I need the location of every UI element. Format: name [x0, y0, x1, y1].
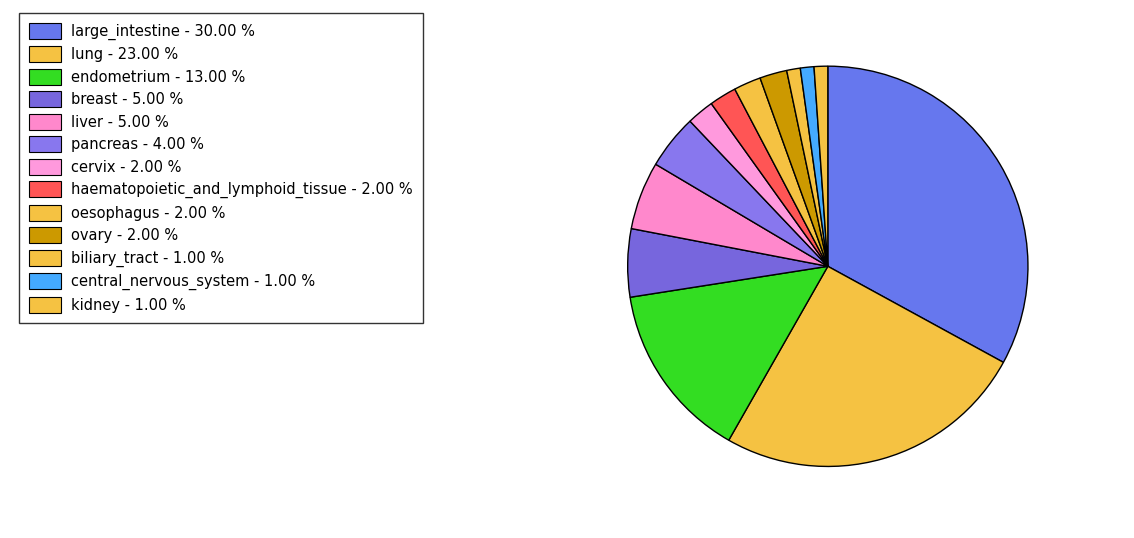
- Wedge shape: [828, 66, 1027, 363]
- Legend: large_intestine - 30.00 %, lung - 23.00 %, endometrium - 13.00 %, breast - 5.00 : large_intestine - 30.00 %, lung - 23.00 …: [18, 13, 423, 323]
- Wedge shape: [760, 70, 828, 266]
- Wedge shape: [729, 266, 1004, 466]
- Wedge shape: [787, 68, 828, 266]
- Wedge shape: [711, 89, 828, 266]
- Wedge shape: [735, 78, 828, 266]
- Wedge shape: [655, 121, 828, 266]
- Wedge shape: [689, 104, 828, 266]
- Wedge shape: [628, 229, 828, 298]
- Wedge shape: [801, 67, 828, 266]
- Wedge shape: [814, 66, 828, 266]
- Wedge shape: [632, 164, 828, 266]
- Wedge shape: [631, 266, 828, 440]
